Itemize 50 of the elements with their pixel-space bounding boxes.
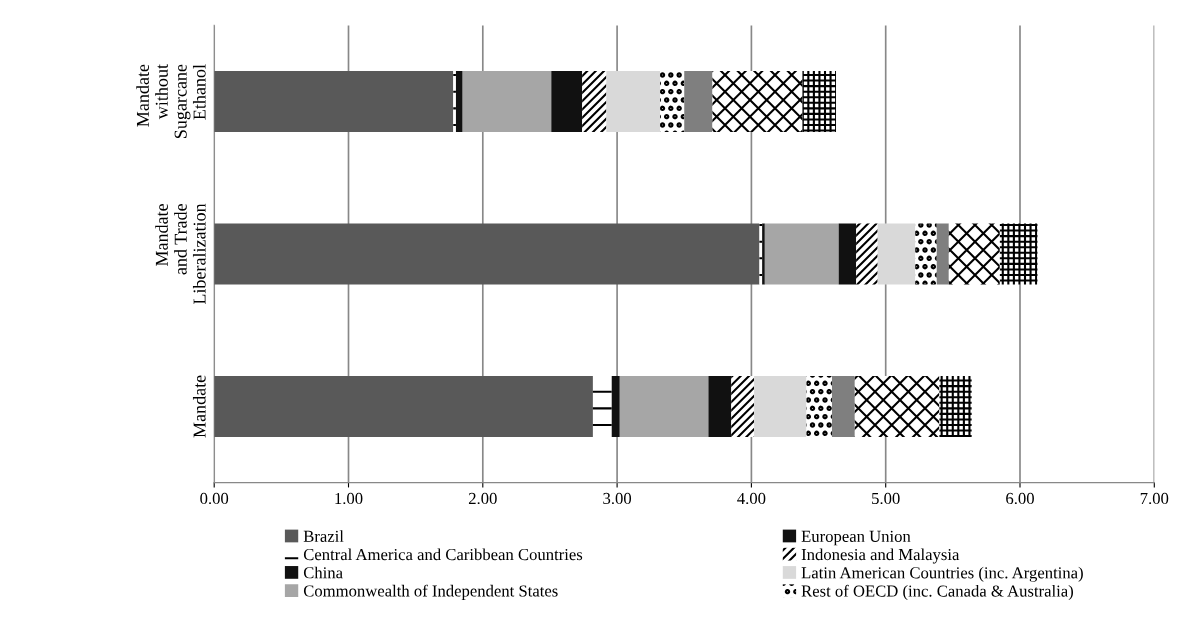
- x-tick-label: 5.00: [872, 492, 900, 505]
- bar: [999, 223, 1038, 285]
- bar: [712, 71, 803, 133]
- bar: [754, 375, 807, 437]
- x-tick-label: 3.00: [603, 492, 632, 505]
- bar: [939, 375, 972, 437]
- bar: [806, 375, 832, 437]
- bar: [453, 71, 456, 133]
- bar: [214, 71, 454, 133]
- legend-label: Commonwealth of Independent States: [303, 584, 558, 600]
- legend-label: Brazil: [303, 530, 344, 542]
- bar: [214, 375, 593, 437]
- x-tick-label: 4.00: [737, 492, 766, 505]
- bar: [838, 223, 857, 285]
- x-tick-label: 0.00: [200, 492, 229, 505]
- bar: [731, 375, 755, 437]
- bar: [611, 375, 620, 437]
- bar: [764, 223, 839, 285]
- bar: [619, 375, 709, 437]
- bar: [948, 223, 1000, 285]
- legend-label: Rest of OECD (inc. Canada & Australia): [801, 584, 1073, 601]
- y-tick-label: Mandate: [192, 375, 206, 438]
- bar: [551, 71, 583, 133]
- bar: [856, 223, 878, 285]
- y-tick-label: Mandate without Sugarcane Ethanol: [136, 64, 206, 138]
- x-tick-label: 1.00: [335, 492, 363, 505]
- bar: [936, 223, 949, 285]
- legend-label: Indonesia and Malaysia: [801, 548, 960, 564]
- bar: [915, 223, 937, 285]
- bar: [802, 71, 837, 133]
- bar: [684, 71, 713, 133]
- bar: [214, 223, 760, 285]
- bar: [606, 71, 661, 133]
- x-tick-label: 2.00: [468, 492, 497, 505]
- bar: [708, 375, 732, 437]
- legend-label: China: [303, 566, 343, 579]
- x-tick-label: 7.00: [1140, 492, 1169, 505]
- bar: [831, 375, 855, 437]
- y-tick-label: Mandate and Trade Liberalization: [155, 203, 206, 305]
- legend-label: European Union: [801, 530, 911, 546]
- x-tick-label: 6.00: [1006, 492, 1034, 505]
- bar: [462, 71, 552, 133]
- bar: [582, 71, 607, 133]
- bar: [877, 223, 916, 285]
- bar: [660, 71, 685, 133]
- legend-label: Central America and Caribbean Countries: [303, 548, 583, 561]
- legend-label: Latin American Countries (inc. Argentina): [801, 566, 1083, 582]
- bar: [592, 375, 612, 437]
- bar: [854, 375, 940, 437]
- bar: [455, 71, 463, 133]
